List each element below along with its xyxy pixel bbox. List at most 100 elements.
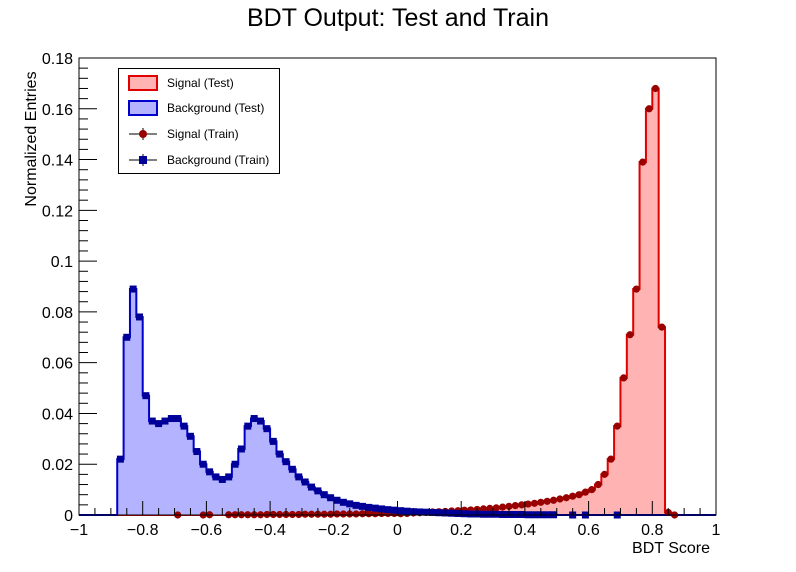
y-tick-label: 0 [64,508,73,525]
point-background-train [276,450,284,458]
y-tick-label: 0.16 [42,102,73,119]
histogram-bin-background-test [301,481,309,515]
legend-label-background-train: Background (Train) [167,153,270,167]
point-signal-train [594,480,602,489]
point-signal-train [295,510,303,519]
point-signal-train [600,470,609,478]
point-background-train [308,483,316,491]
point-background-train [479,510,487,518]
x-tick-label: −0.6 [191,522,223,539]
point-signal-train [658,323,666,331]
x-tick-label: 0.6 [577,522,599,539]
y-tick-label: 0.1 [51,254,73,271]
histogram-bin-signal-test [518,504,526,515]
histogram-bin-signal-test [620,377,628,515]
legend: Signal (Test) Background (Test) Signal (… [118,68,280,174]
point-signal-train [269,510,277,519]
point-signal-train [607,455,615,463]
histogram-bin-background-test [270,441,277,515]
point-background-train [193,448,201,456]
point-signal-train [479,505,488,513]
plot-area [79,84,716,519]
point-background-train [352,501,360,509]
point-background-train [186,432,194,440]
y-tick-label: 0.08 [42,305,73,322]
histogram-bin-background-test [257,421,265,515]
point-background-train [142,392,150,400]
point-background-train [454,509,462,517]
y-tick-label: 0.12 [42,203,73,220]
point-background-train [136,313,144,321]
point-background-train [314,487,322,495]
legend-swatch-background-test [128,100,158,116]
point-background-train [467,510,475,518]
histogram-bin-signal-test [626,334,634,515]
histogram-bin-background-test [289,469,296,515]
histogram-bin-background-test [123,337,131,515]
histogram-bin-background-test [219,479,226,515]
point-background-train [365,503,373,511]
histogram-bin-signal-test [639,162,647,515]
point-signal-train [639,158,647,166]
legend-label-background-test: Background (Test) [167,101,265,115]
point-background-train [518,510,526,518]
point-background-train [346,500,354,508]
point-signal-train [276,510,284,519]
point-background-train [435,509,443,517]
point-background-train [499,510,507,518]
point-signal-train [543,497,551,505]
histogram-bin-background-test [231,464,239,515]
histogram-bin-background-test [238,448,245,515]
point-background-train [225,473,233,481]
histogram-bin-background-test [155,423,163,515]
legend-item-background-test: Background (Test) [127,98,277,118]
point-background-train [390,506,398,514]
legend-item-background-train: Background (Train) [127,150,277,170]
point-signal-train [301,510,309,518]
point-background-train [206,468,214,476]
legend-item-signal-train: Signal (Train) [127,124,277,144]
point-signal-train [651,84,660,93]
point-background-train [199,460,207,468]
point-signal-train [518,501,526,509]
histogram-bin-background-test [117,459,124,515]
legend-label-signal-test: Signal (Test) [167,76,234,90]
histogram-bin-signal-test [588,489,596,515]
legend-label-signal-train: Signal (Train) [167,127,239,141]
point-background-train [263,425,271,433]
histogram-bin-background-test [321,494,328,515]
legend-swatch-signal-test [128,75,158,91]
point-background-train [333,496,341,504]
legend-marker-signal-train [129,128,157,140]
point-background-train [397,507,405,515]
point-signal-train [365,510,373,518]
point-background-train [416,508,424,516]
point-signal-train [613,422,621,430]
point-signal-train [307,510,316,518]
point-signal-train [581,488,590,496]
histogram-bin-background-test [168,418,175,515]
point-background-train [161,417,169,425]
histogram-bin-signal-test [556,499,564,515]
point-background-train [244,422,252,430]
chart-title: BDT Output: Test and Train [246,4,549,32]
histogram-bin-background-test [129,289,137,515]
point-signal-train [486,504,494,512]
histogram-bin-background-test [136,316,143,515]
point-background-train [237,445,245,453]
point-signal-train [371,510,379,518]
point-signal-train [492,504,500,512]
histogram-bin-background-test [187,436,194,515]
point-background-train [295,473,303,481]
histogram-bin-background-test [200,464,207,515]
point-background-train [155,420,163,428]
point-signal-train [632,285,640,293]
histogram-bin-background-test [142,395,150,515]
point-background-train [371,504,379,512]
histogram-bin-background-test [225,476,233,515]
point-background-train [448,509,456,517]
point-signal-train [358,510,367,518]
x-tick-label: −0.2 [318,522,350,539]
histogram-bin-signal-test [575,494,583,515]
histogram-bin-background-test [314,490,322,515]
